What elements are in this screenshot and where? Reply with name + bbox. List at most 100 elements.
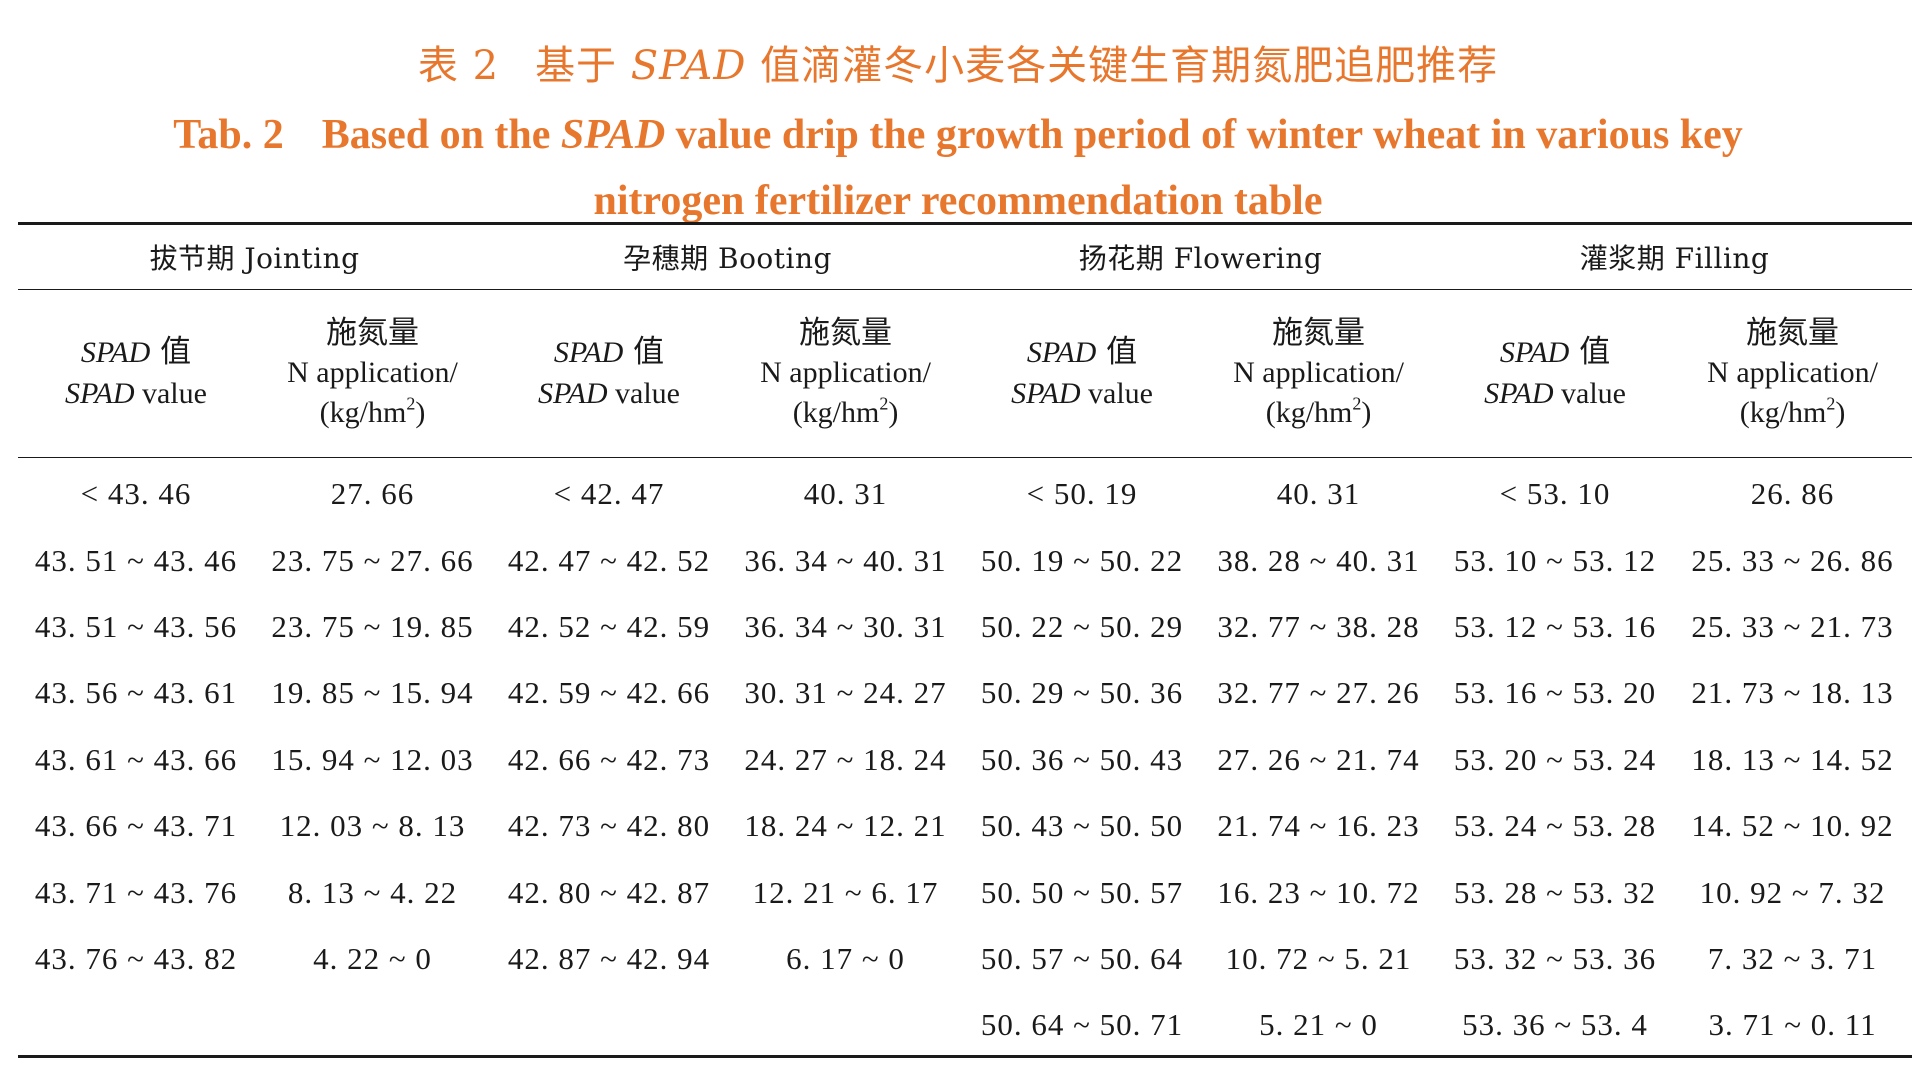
stage-header-booting: 孕穗期 Booting xyxy=(623,242,832,275)
table-row: 43. 71 ~ 43. 76 8. 13 ~ 4. 22 42. 80 ~ 42.… xyxy=(18,859,1912,925)
caption-en-label: Tab. 2 xyxy=(173,112,284,158)
spad-range-cell: 50. 43 ~ 50. 50 xyxy=(980,808,1184,844)
spad-cn-suffix: 值 xyxy=(1096,334,1138,370)
spad-range-cell: 42. 47 ~ 42. 52 xyxy=(507,542,711,578)
spad-cn-suffix: 值 xyxy=(150,334,192,370)
n-rate-cell: 25. 33 ~ 26. 86 xyxy=(1691,542,1894,578)
spad-range-cell: 50. 19 ~ 50. 22 xyxy=(980,542,1184,578)
spad-en-suffix: value xyxy=(1553,377,1626,410)
table-bottom-rule xyxy=(18,1055,1912,1058)
n-cn-label: 施氮量 xyxy=(1272,315,1366,351)
n-application-header: 施氮量 N application/ (kg/hm2) xyxy=(1200,289,1437,457)
spad-value-header: SPAD 值 SPAD value xyxy=(491,289,727,457)
n-rate-cell: 14. 52 ~ 10. 92 xyxy=(1691,808,1894,844)
stage-header-flowering: 扬花期 Flowering xyxy=(1078,242,1323,275)
n-rate-cell: 21. 74 ~ 16. 23 xyxy=(1217,808,1420,844)
spad-en-suffix: value xyxy=(1080,377,1153,410)
spad-en-term: SPAD xyxy=(538,377,608,410)
spad-range-cell: 42. 52 ~ 42. 59 xyxy=(507,608,711,644)
n-cn-label: 施氮量 xyxy=(799,315,893,351)
spad-range-cell: < 42. 47 xyxy=(553,476,665,512)
spad-cn-term: SPAD xyxy=(553,336,624,369)
n-en-label: N application/ xyxy=(287,356,458,389)
stage-header-rule xyxy=(18,289,1912,290)
spad-range-cell: 50. 64 ~ 50. 71 xyxy=(980,1007,1184,1043)
spad-en-suffix: value xyxy=(607,377,680,410)
spad-range-cell: 53. 36 ~ 53. 4 xyxy=(1462,1007,1648,1043)
caption-cn-before: 基于 xyxy=(535,43,631,89)
n-rate-cell: 8. 13 ~ 4. 22 xyxy=(287,874,458,910)
spad-range-cell: 43. 56 ~ 43. 61 xyxy=(34,675,238,711)
table-row: 43. 56 ~ 43. 61 19. 85 ~ 15. 94 42. 59 ~ 4… xyxy=(18,660,1912,726)
n-rate-cell: 5. 21 ~ 0 xyxy=(1259,1007,1378,1043)
n-rate-cell: 12. 03 ~ 8. 13 xyxy=(279,808,466,844)
spad-cn-term: SPAD xyxy=(1026,336,1097,369)
n-rate-cell: 25. 33 ~ 21. 73 xyxy=(1691,608,1894,644)
n-unit-open: (kg/hm xyxy=(1739,396,1827,429)
caption-en-spad: SPAD xyxy=(560,112,666,158)
spad-range-cell: 43. 51 ~ 43. 56 xyxy=(34,608,238,644)
n-rate-cell: 40. 31 xyxy=(803,476,888,512)
spad-range-cell: 42. 80 ~ 42. 87 xyxy=(507,874,711,910)
n-en-label: N application/ xyxy=(760,356,931,389)
spad-en-term: SPAD xyxy=(1011,377,1081,410)
spad-en-term: SPAD xyxy=(1484,377,1554,410)
spad-cn-suffix: 值 xyxy=(623,334,665,370)
n-application-header: 施氮量 N application/ (kg/hm2) xyxy=(727,289,964,457)
n-unit-close: ) xyxy=(1835,396,1846,429)
table-caption: 表 2 基于 SPAD 值滴灌冬小麦各关键生育期氮肥追肥推荐 Tab. 2 Base… xyxy=(0,30,1916,234)
n-rate-cell: 30. 31 ~ 24. 27 xyxy=(744,675,947,711)
n-unit-open: (kg/hm xyxy=(1265,396,1353,429)
spad-en-suffix: value xyxy=(134,377,207,410)
table-row: 43. 66 ~ 43. 71 12. 03 ~ 8. 13 42. 73 ~ 42… xyxy=(18,793,1912,859)
spad-range-cell xyxy=(18,992,254,1058)
spad-range-cell: 53. 12 ~ 53. 16 xyxy=(1453,608,1657,644)
spad-range-cell: 43. 76 ~ 43. 82 xyxy=(34,940,238,976)
spad-range-cell: 53. 28 ~ 53. 32 xyxy=(1453,874,1657,910)
column-header-rule xyxy=(18,457,1912,458)
n-rate-cell xyxy=(254,992,491,1058)
n-unit-sup: 2 xyxy=(879,393,889,414)
n-en-label: N application/ xyxy=(1707,356,1878,389)
n-rate-cell: 18. 24 ~ 12. 21 xyxy=(744,808,947,844)
n-unit-close: ) xyxy=(1361,396,1372,429)
n-rate-cell: 12. 21 ~ 6. 17 xyxy=(752,874,939,910)
spad-range-cell: 53. 10 ~ 53. 12 xyxy=(1453,542,1657,578)
n-rate-cell: 21. 73 ~ 18. 13 xyxy=(1691,675,1894,711)
caption-en-after: value drip the growth period of winter w… xyxy=(593,112,1743,224)
n-unit-sup: 2 xyxy=(1826,393,1836,414)
table-row: 43. 76 ~ 43. 82 4. 22 ~ 0 42. 87 ~ 42. 94 6… xyxy=(18,926,1912,992)
spad-range-cell: < 50. 19 xyxy=(1026,476,1138,512)
nitrogen-recommendation-table: 拔节期 Jointing 孕穗期 Booting 扬花期 Flowering 灌… xyxy=(18,225,1912,1059)
spad-range-cell: 43. 66 ~ 43. 71 xyxy=(34,808,238,844)
spad-range-cell: 43. 61 ~ 43. 66 xyxy=(34,741,238,777)
n-rate-cell: 7. 32 ~ 3. 71 xyxy=(1707,940,1878,976)
n-rate-cell: 4. 22 ~ 0 xyxy=(313,940,432,976)
spad-cn-term: SPAD xyxy=(1499,336,1570,369)
n-en-label: N application/ xyxy=(1233,356,1404,389)
n-unit-label: (kg/hm2) xyxy=(727,393,964,433)
table-row: 43. 51 ~ 43. 56 23. 75 ~ 19. 85 42. 52 ~ 4… xyxy=(18,594,1912,660)
n-unit-open: (kg/hm xyxy=(319,396,407,429)
n-unit-close: ) xyxy=(888,396,899,429)
n-unit-label: (kg/hm2) xyxy=(1200,393,1437,433)
stage-header-filling: 灌浆期 Filling xyxy=(1579,242,1770,275)
spad-range-cell: 53. 32 ~ 53. 36 xyxy=(1453,940,1657,976)
column-header-row: SPAD 值 SPAD value 施氮量 N application/ (kg… xyxy=(18,289,1912,457)
n-rate-cell: 36. 34 ~ 30. 31 xyxy=(744,608,947,644)
spad-range-cell: 53. 16 ~ 53. 20 xyxy=(1453,675,1657,711)
spad-value-header: SPAD 值 SPAD value xyxy=(964,289,1200,457)
spad-en-term: SPAD xyxy=(65,377,135,410)
spad-range-cell: 50. 57 ~ 50. 64 xyxy=(980,940,1184,976)
spad-range-cell: 53. 24 ~ 53. 28 xyxy=(1453,808,1657,844)
spad-range-cell xyxy=(491,992,727,1058)
caption-cn-label: 表 2 xyxy=(417,43,500,89)
spad-range-cell: 42. 66 ~ 42. 73 xyxy=(507,741,711,777)
spad-range-cell: < 53. 10 xyxy=(1499,476,1611,512)
n-rate-cell: 10. 92 ~ 7. 32 xyxy=(1699,874,1886,910)
spad-range-cell: < 43. 46 xyxy=(80,476,192,512)
n-cn-label: 施氮量 xyxy=(326,315,419,351)
spad-range-cell: 53. 20 ~ 53. 24 xyxy=(1453,741,1657,777)
spad-value-header: SPAD 值 SPAD value xyxy=(18,289,254,457)
spad-range-cell: 43. 51 ~ 43. 46 xyxy=(34,542,238,578)
